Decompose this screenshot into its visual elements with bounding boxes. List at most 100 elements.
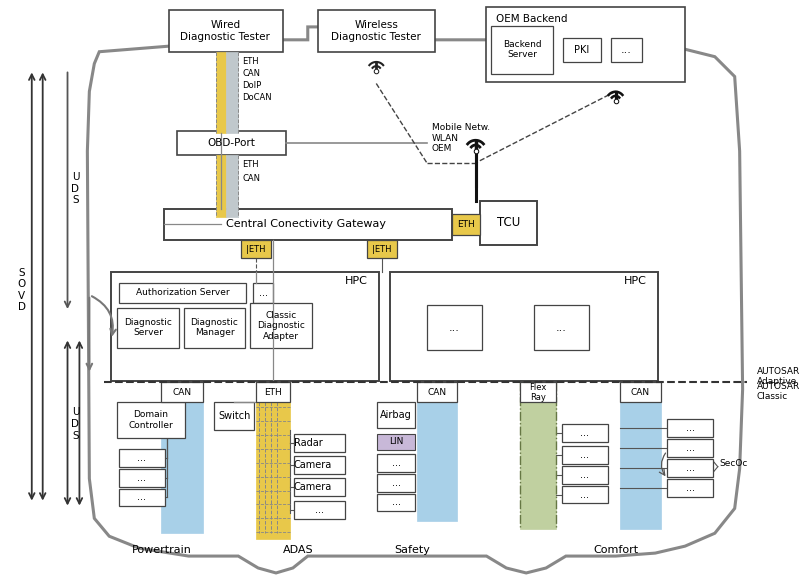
Text: Mobile Netw.
WLAN
OEM: Mobile Netw. WLAN OEM (431, 123, 490, 153)
Bar (377, 494, 415, 512)
Text: Camera: Camera (294, 460, 332, 470)
Bar (667, 419, 713, 437)
Text: Flex
Ray: Flex Ray (529, 383, 547, 402)
Text: Wired
Diagnostic Tester: Wired Diagnostic Tester (180, 20, 271, 42)
Text: DoCAN: DoCAN (242, 93, 271, 102)
Text: Switch: Switch (218, 411, 250, 421)
Bar (256, 382, 290, 539)
Bar (177, 131, 286, 155)
Bar (318, 10, 435, 52)
Text: ...: ... (392, 477, 401, 488)
Text: ETH: ETH (242, 161, 259, 169)
Bar (164, 209, 452, 240)
Bar (479, 201, 537, 245)
Bar (562, 446, 608, 464)
Bar (183, 308, 245, 347)
Text: Central Conectivity Gateway: Central Conectivity Gateway (225, 219, 385, 230)
Text: ...: ... (137, 453, 146, 463)
Text: ...: ... (580, 470, 589, 480)
Bar (377, 434, 415, 450)
Text: U
D
S: U D S (71, 172, 79, 205)
Bar (377, 454, 415, 472)
Bar (486, 7, 685, 82)
Text: ...: ... (685, 423, 695, 433)
Bar (667, 478, 713, 496)
Text: ...: ... (580, 428, 589, 438)
Bar (562, 485, 608, 503)
Bar (562, 466, 608, 484)
Bar (620, 382, 661, 402)
Text: Comfort: Comfort (593, 545, 638, 555)
Text: Wireless
Diagnostic Tester: Wireless Diagnostic Tester (331, 20, 421, 42)
Bar (520, 382, 556, 402)
Text: Domain
Controller: Domain Controller (128, 411, 173, 430)
Bar (667, 439, 713, 457)
Text: OBD-Port: OBD-Port (208, 138, 255, 148)
Text: ...: ... (685, 463, 695, 473)
Bar (520, 382, 556, 530)
Text: ...: ... (580, 450, 589, 460)
Text: ...: ... (685, 483, 695, 492)
Text: CAN: CAN (242, 69, 260, 78)
Text: Backend
Server: Backend Server (503, 40, 541, 59)
Text: ...: ... (315, 505, 324, 516)
Text: AUTOSAR
Adaptive: AUTOSAR Adaptive (756, 367, 800, 386)
Bar (217, 52, 226, 133)
Bar (217, 155, 226, 216)
Text: U
D
S: U D S (71, 407, 79, 441)
Text: LIN: LIN (389, 437, 403, 447)
Bar (562, 424, 608, 442)
Text: ETH: ETH (264, 388, 282, 397)
Bar (417, 382, 457, 402)
Text: TCU: TCU (497, 216, 520, 229)
Text: HPC: HPC (344, 276, 368, 286)
Bar (452, 213, 479, 235)
Text: Classic
Diagnostic
Adapter: Classic Diagnostic Adapter (257, 311, 305, 340)
Text: Radar: Radar (294, 438, 322, 448)
Text: AUTOSAR
Classic: AUTOSAR Classic (756, 382, 800, 401)
Text: Safety: Safety (394, 545, 430, 555)
Bar (253, 283, 273, 303)
Bar (294, 456, 346, 474)
Bar (417, 382, 457, 521)
Text: ...: ... (448, 322, 459, 333)
Text: ...: ... (555, 322, 566, 333)
Text: PKI: PKI (574, 45, 589, 55)
Text: ...: ... (685, 443, 695, 453)
Text: |ETH: |ETH (372, 245, 392, 254)
Bar (534, 305, 589, 350)
Text: ...: ... (580, 490, 589, 499)
Text: CAN: CAN (631, 388, 650, 397)
Bar (119, 283, 246, 303)
Text: Diagnostic
Manager: Diagnostic Manager (191, 318, 238, 338)
Bar (242, 240, 271, 258)
Text: ADAS: ADAS (283, 545, 314, 555)
Bar (667, 459, 713, 477)
Bar (214, 402, 255, 430)
Bar (563, 38, 600, 61)
Text: Powertrain: Powertrain (132, 545, 191, 555)
Bar (377, 474, 415, 491)
Bar (368, 240, 397, 258)
Bar (294, 502, 346, 519)
Bar (294, 434, 346, 452)
Bar (119, 488, 165, 506)
Bar (620, 382, 661, 530)
Text: Airbag: Airbag (381, 410, 412, 420)
Text: S
O
V
D: S O V D (18, 267, 26, 313)
Text: CAN: CAN (172, 388, 191, 397)
Bar (390, 272, 659, 381)
Bar (611, 38, 642, 61)
Bar (119, 449, 165, 467)
Text: Diagnostic
Server: Diagnostic Server (124, 318, 172, 338)
Bar (117, 402, 185, 438)
Text: OEM Backend: OEM Backend (496, 14, 568, 24)
Bar (294, 478, 346, 495)
Bar (256, 382, 290, 402)
Text: ETH: ETH (457, 220, 474, 229)
Bar (226, 155, 238, 216)
Text: Camera: Camera (294, 481, 332, 492)
Text: ...: ... (392, 458, 401, 467)
Bar (226, 52, 238, 133)
Text: ...: ... (259, 288, 267, 298)
